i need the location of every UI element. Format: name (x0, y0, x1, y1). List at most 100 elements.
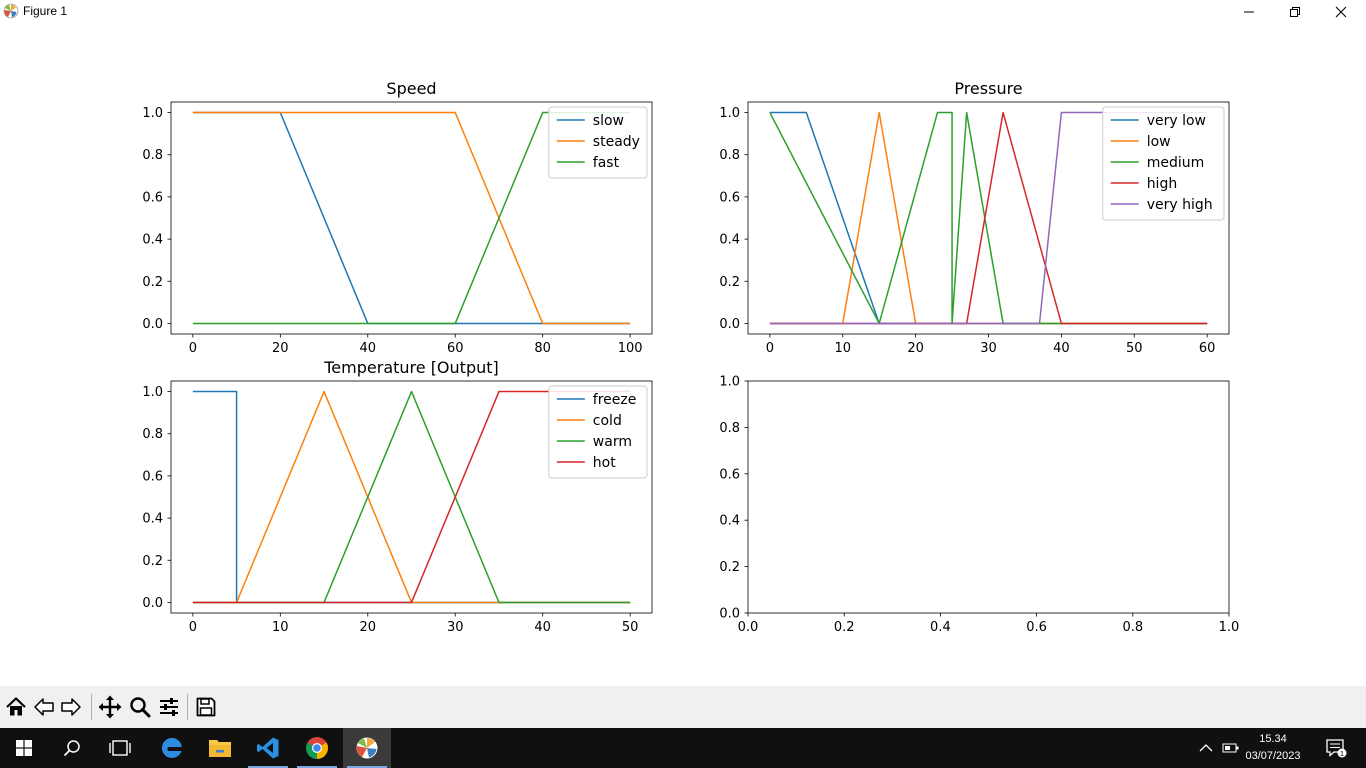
legend-label: fast (593, 155, 620, 171)
legend: freeze cold warm hot (548, 385, 648, 479)
y-tick-label: 0.8 (719, 148, 740, 163)
x-tick-label: 20 (359, 620, 376, 635)
restore-button[interactable] (1272, 0, 1318, 24)
x-tick-label: 0.2 (834, 620, 855, 635)
taskbar-app-file-explorer[interactable] (196, 728, 244, 768)
taskbar-clock[interactable]: 15.34 03/07/2023 (1238, 731, 1308, 765)
axes-frame (170, 380, 653, 614)
y-tick-label: 1.0 (142, 106, 163, 121)
legend-label: warm (593, 434, 632, 450)
axes-frame (170, 101, 653, 335)
windows-taskbar: 15.34 03/07/2023 1 (0, 728, 1366, 768)
y-tick-label: 0.0 (719, 317, 740, 332)
taskbar-app-chrome[interactable] (293, 728, 341, 768)
x-tick-label: 80 (534, 341, 551, 356)
y-tick-label: 0.8 (719, 421, 740, 436)
y-tick-label: 1.0 (719, 106, 740, 121)
legend-label: freeze (593, 392, 637, 408)
action-center-button[interactable]: 1 (1316, 728, 1356, 768)
legend-label: very low (1147, 113, 1206, 129)
running-indicator (297, 766, 337, 768)
y-tick-label: 0.2 (142, 275, 163, 290)
taskbar-app-edge[interactable] (148, 728, 196, 768)
y-tick-label: 1.0 (142, 385, 163, 400)
start-button[interactable] (0, 728, 48, 768)
notification-icon: 1 (1326, 739, 1347, 758)
subplot-2: 0 10 20 30 40 50 60 0.0 0.2 0.4 0.6 0.8 1.0 Pressure v… (719, 79, 1230, 356)
y-tick-label: 0.6 (719, 467, 740, 482)
x-tick-label: 40 (1053, 341, 1070, 356)
x-tick-label: 0 (766, 341, 774, 356)
taskbar-app-vscode[interactable] (244, 728, 292, 768)
x-tick-label: 20 (907, 341, 924, 356)
y-tick-label: 0.6 (142, 469, 163, 484)
y-tick-label: 0.0 (719, 607, 740, 622)
home-button[interactable] (2, 693, 30, 721)
x-tick-label: 40 (534, 620, 551, 635)
navigation-toolbar (0, 686, 1366, 728)
legend-label: hot (593, 455, 616, 471)
show-hidden-icons-button[interactable] (1194, 728, 1218, 768)
x-tick-label: 10 (272, 620, 289, 635)
pan-move-icon (98, 695, 122, 719)
x-tick-label: 60 (447, 341, 464, 356)
forward-arrow-icon (61, 698, 81, 716)
zoom-button[interactable] (126, 693, 154, 721)
window-title: Figure 1 (23, 4, 68, 18)
minimize-button[interactable] (1226, 0, 1272, 24)
chevron-up-icon (1199, 744, 1213, 752)
legend-box (548, 106, 648, 179)
battery-button[interactable] (1218, 728, 1244, 768)
edge-browser-icon (161, 737, 182, 758)
legend-label: medium (1147, 155, 1205, 171)
figure-canvas[interactable]: 0 20 40 60 80 1000.00.20.40.60.81.0Speedslows… (0, 24, 1366, 686)
running-indicator (248, 766, 288, 768)
zoom-magnifier-icon (130, 697, 151, 718)
legend: very low low medium high very high (1102, 106, 1225, 221)
search-button[interactable] (48, 728, 96, 768)
save-button[interactable] (192, 693, 220, 721)
task-view-button[interactable] (96, 728, 144, 768)
x-tick-label: 50 (1126, 341, 1143, 356)
legend-label: cold (593, 413, 622, 429)
series-line-medium (769, 111, 1208, 325)
y-tick-label: 0.2 (142, 554, 163, 569)
task-view-icon (109, 740, 131, 756)
y-tick-label: 1.0 (719, 375, 740, 390)
y-tick-label: 0.4 (719, 233, 740, 248)
legend-label: high (1147, 176, 1178, 192)
back-button[interactable] (30, 693, 58, 721)
clock-date: 03/07/2023 (1245, 750, 1301, 762)
folder-icon (209, 740, 231, 757)
subplot-4: 0.0 0.2 0.4 0.6 0.8 1.0 0.0 0.2 0.4 0.6 0.8 1.0 (719, 375, 1239, 636)
series-line-fast (192, 111, 631, 325)
y-tick-label: 0.2 (719, 275, 740, 290)
x-tick-label: 30 (447, 620, 464, 635)
legend-label: steady (593, 134, 640, 150)
home-icon (6, 697, 26, 716)
pan-button[interactable] (96, 693, 124, 721)
x-tick-label: 1.0 (1219, 620, 1240, 635)
close-button[interactable] (1318, 0, 1364, 24)
search-icon (63, 740, 80, 757)
battery-icon (1222, 743, 1239, 753)
matplotlib-logo-icon (356, 737, 378, 759)
x-tick-label: 60 (1199, 341, 1216, 356)
legend-label: very high (1147, 197, 1213, 213)
vscode-icon (257, 737, 279, 759)
close-icon (1335, 6, 1347, 18)
y-tick-label: 0.4 (719, 514, 740, 529)
taskbar-app-matplotlib-figure[interactable] (343, 728, 391, 768)
x-tick-label: 20 (272, 341, 289, 356)
x-tick-label: 100 (618, 341, 643, 356)
y-tick-label: 0.0 (142, 596, 163, 611)
x-tick-label: 0.6 (1026, 620, 1047, 635)
x-tick-label: 50 (622, 620, 639, 635)
restore-icon (1290, 7, 1300, 17)
y-tick-label: 0.8 (142, 427, 163, 442)
toolbar-separator (187, 694, 188, 720)
axes-frame (747, 380, 1230, 614)
y-tick-label: 0.4 (142, 512, 163, 527)
configure-subplots-button[interactable] (155, 693, 183, 721)
forward-button[interactable] (57, 693, 85, 721)
